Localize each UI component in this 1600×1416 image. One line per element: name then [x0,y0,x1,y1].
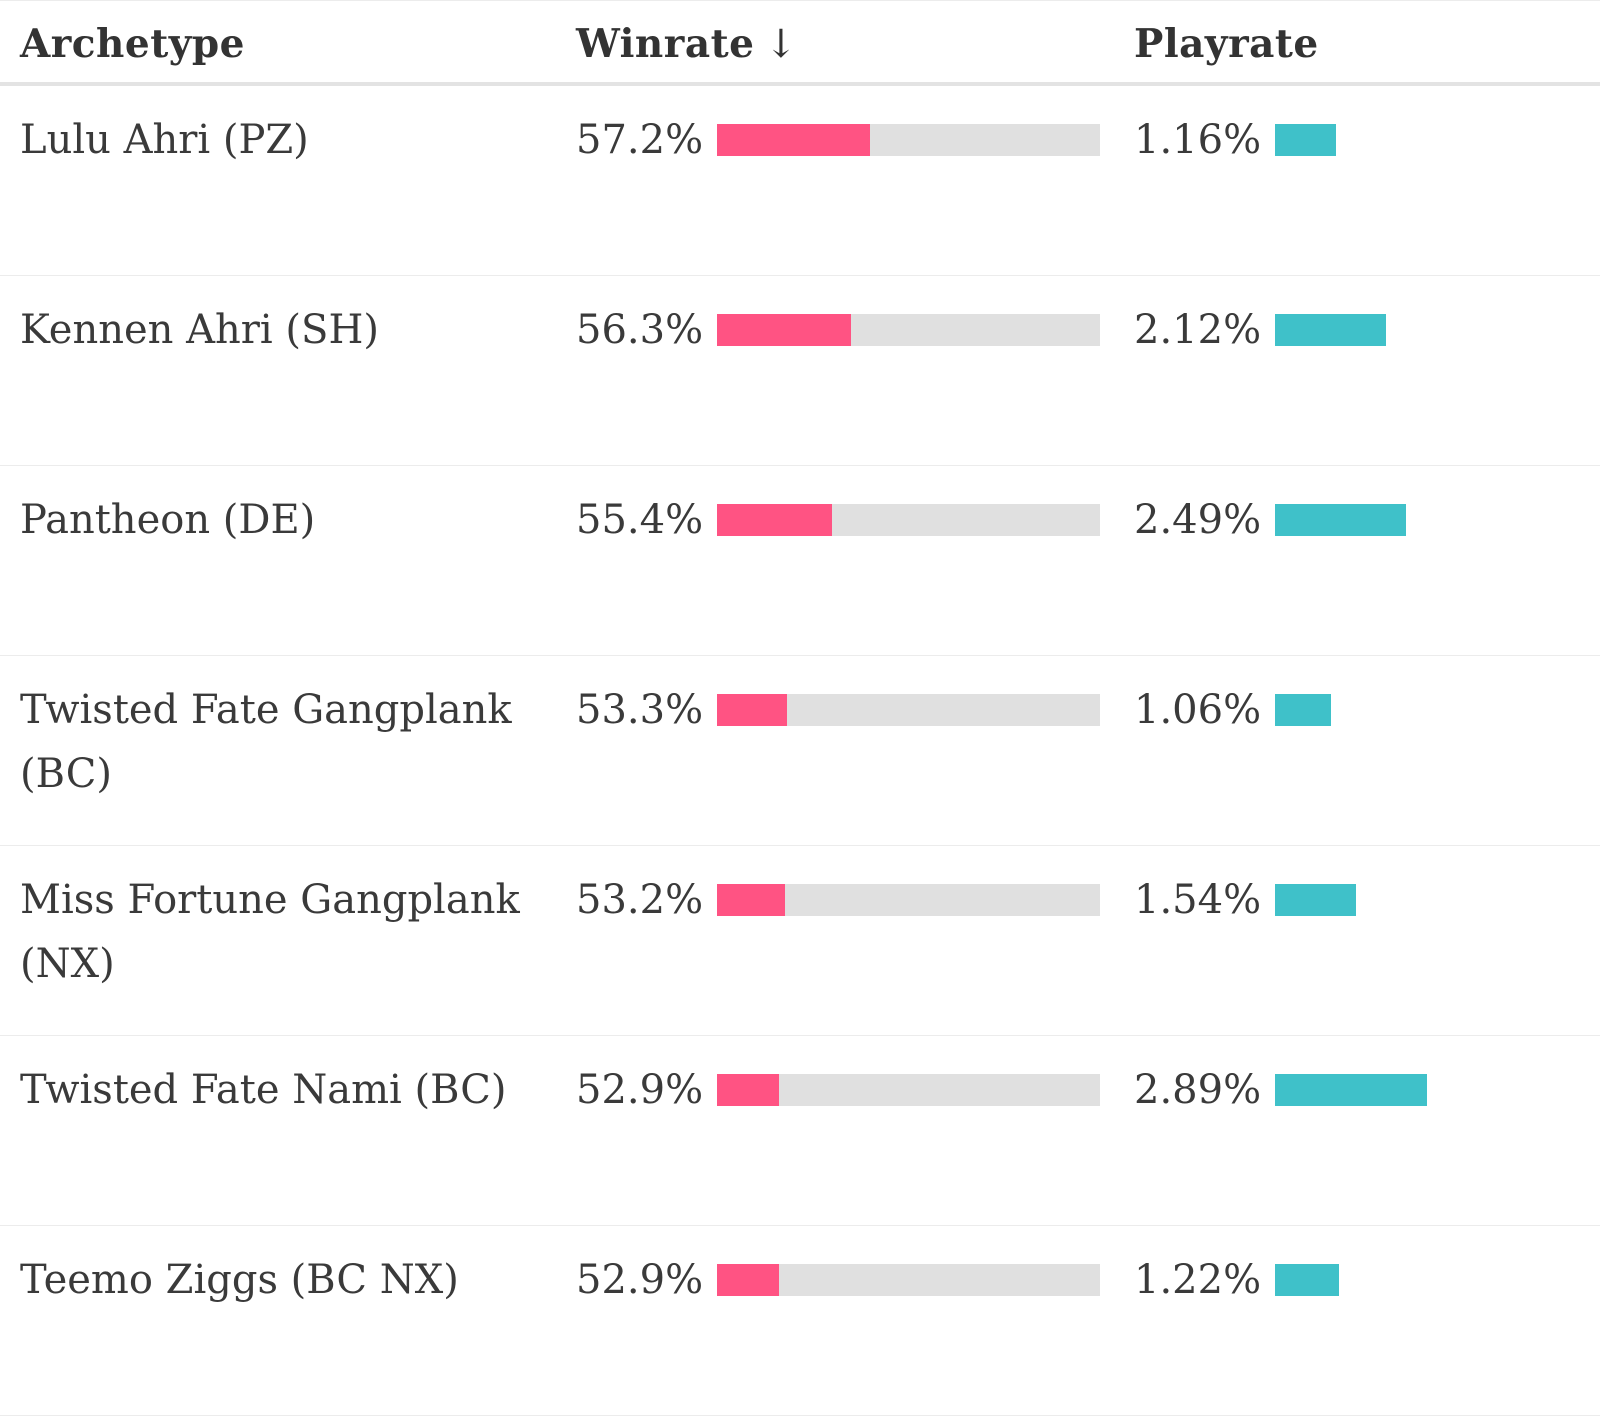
archetype-name: Miss Fortune Gangplank (NX) [20,877,520,987]
winrate-cell: 52.9% [576,1248,1100,1312]
playrate-cell: 1.22% [1134,1248,1574,1312]
winrate-bar-track [717,504,1100,536]
archetype-name: Lulu Ahri (PZ) [20,117,309,163]
playrate-value: 1.06% [1134,687,1262,733]
table-row[interactable]: Miss Fortune Gangplank (NX) 53.2% 1.54% [0,846,1600,1036]
table-row[interactable]: Kennen Ahri (SH) 56.3% 2.12% [0,276,1600,466]
winrate-value: 53.3% [576,687,704,733]
header-playrate[interactable]: Playrate [1134,21,1319,67]
playrate-value: 1.54% [1134,877,1262,923]
playrate-cell: 2.89% [1134,1058,1574,1122]
table-row[interactable]: Twisted Fate Nami (BC) 52.9% 2.89% [0,1036,1600,1226]
archetype-name: Kennen Ahri (SH) [20,307,379,353]
playrate-value: 1.16% [1134,117,1262,163]
header-winrate-label: Winrate [576,21,755,67]
winrate-bar [717,1074,779,1106]
header-winrate[interactable]: Winrate ↓ [576,21,798,67]
playrate-bar [1275,124,1337,156]
playrate-value: 1.22% [1134,1257,1262,1303]
playrate-bar [1275,1264,1340,1296]
playrate-cell: 1.16% [1134,108,1574,172]
winrate-cell: 55.4% [576,488,1100,552]
playrate-bar [1275,504,1407,536]
playrate-value: 2.89% [1134,1067,1262,1113]
winrate-bar-track [717,694,1100,726]
winrate-value: 55.4% [576,497,704,543]
header-archetype[interactable]: Archetype [20,21,245,67]
table-body: Lulu Ahri (PZ) 57.2% 1.16% Kennen Ahri (SH)… [0,86,1600,1416]
winrate-cell: 52.9% [576,1058,1100,1122]
winrate-cell: 53.2% [576,868,1100,932]
playrate-bar [1275,1074,1428,1106]
playrate-bar [1275,314,1387,346]
playrate-value: 2.49% [1134,497,1262,543]
winrate-value: 53.2% [576,877,704,923]
winrate-bar [717,694,788,726]
winrate-bar-track [717,1074,1100,1106]
playrate-value: 2.12% [1134,307,1262,353]
archetype-name: Twisted Fate Nami (BC) [20,1067,507,1113]
playrate-bar [1275,694,1332,726]
playrate-cell: 2.49% [1134,488,1574,552]
winrate-bar-track [717,884,1100,916]
winrate-bar-track [717,1264,1100,1296]
winrate-value: 52.9% [576,1257,704,1303]
winrate-bar [717,314,852,346]
table-row[interactable]: Twisted Fate Gangplank (BC) 53.3% 1.06% [0,656,1600,846]
table-row[interactable]: Pantheon (DE) 55.4% 2.49% [0,466,1600,656]
winrate-cell: 56.3% [576,298,1100,362]
archetype-name: Teemo Ziggs (BC NX) [20,1257,459,1303]
header-archetype-label: Archetype [20,21,245,67]
playrate-bar [1275,884,1357,916]
winrate-bar [717,504,832,536]
winrate-bar [717,1264,779,1296]
winrate-bar [717,124,871,156]
winrate-cell: 57.2% [576,108,1100,172]
playrate-cell: 2.12% [1134,298,1574,362]
winrate-value: 56.3% [576,307,704,353]
winrate-bar-track [717,314,1100,346]
sort-down-icon: ↓ [764,22,798,67]
table-header: Archetype Winrate ↓ Playrate [0,0,1600,86]
winrate-value: 57.2% [576,117,704,163]
winrate-value: 52.9% [576,1067,704,1113]
winrate-cell: 53.3% [576,678,1100,742]
playrate-cell: 1.06% [1134,678,1574,742]
header-playrate-label: Playrate [1134,21,1319,67]
archetype-name: Pantheon (DE) [20,497,316,543]
archetype-name: Twisted Fate Gangplank (BC) [20,687,512,797]
table-row[interactable]: Lulu Ahri (PZ) 57.2% 1.16% [0,86,1600,276]
table-row[interactable]: Teemo Ziggs (BC NX) 52.9% 1.22% [0,1226,1600,1416]
winrate-bar [717,884,786,916]
playrate-cell: 1.54% [1134,868,1574,932]
winrate-bar-track [717,124,1100,156]
